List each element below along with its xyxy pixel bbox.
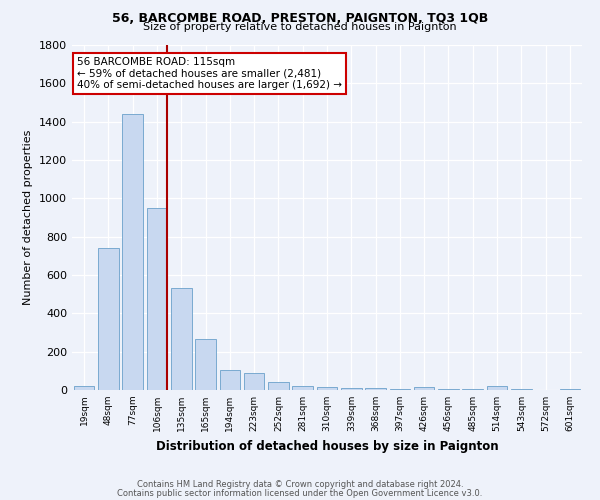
Bar — [268, 382, 289, 390]
Text: 56 BARCOMBE ROAD: 115sqm
← 59% of detached houses are smaller (2,481)
40% of sem: 56 BARCOMBE ROAD: 115sqm ← 59% of detach… — [77, 57, 342, 90]
Bar — [414, 388, 434, 390]
Bar — [98, 248, 119, 390]
Text: Contains HM Land Registry data © Crown copyright and database right 2024.: Contains HM Land Registry data © Crown c… — [137, 480, 463, 489]
Bar — [122, 114, 143, 390]
Bar — [220, 370, 240, 390]
Text: Contains public sector information licensed under the Open Government Licence v3: Contains public sector information licen… — [118, 488, 482, 498]
Bar — [146, 208, 167, 390]
Bar — [487, 386, 508, 390]
Text: 56, BARCOMBE ROAD, PRESTON, PAIGNTON, TQ3 1QB: 56, BARCOMBE ROAD, PRESTON, PAIGNTON, TQ… — [112, 12, 488, 26]
Bar — [195, 339, 216, 390]
Bar — [74, 386, 94, 390]
Text: Size of property relative to detached houses in Paignton: Size of property relative to detached ho… — [143, 22, 457, 32]
Bar — [171, 288, 191, 390]
Y-axis label: Number of detached properties: Number of detached properties — [23, 130, 34, 305]
Bar — [341, 388, 362, 390]
Bar — [317, 387, 337, 390]
Bar — [244, 373, 265, 390]
Bar — [438, 389, 459, 390]
Bar — [389, 389, 410, 390]
Bar — [365, 388, 386, 390]
X-axis label: Distribution of detached houses by size in Paignton: Distribution of detached houses by size … — [155, 440, 499, 452]
Bar — [292, 386, 313, 390]
